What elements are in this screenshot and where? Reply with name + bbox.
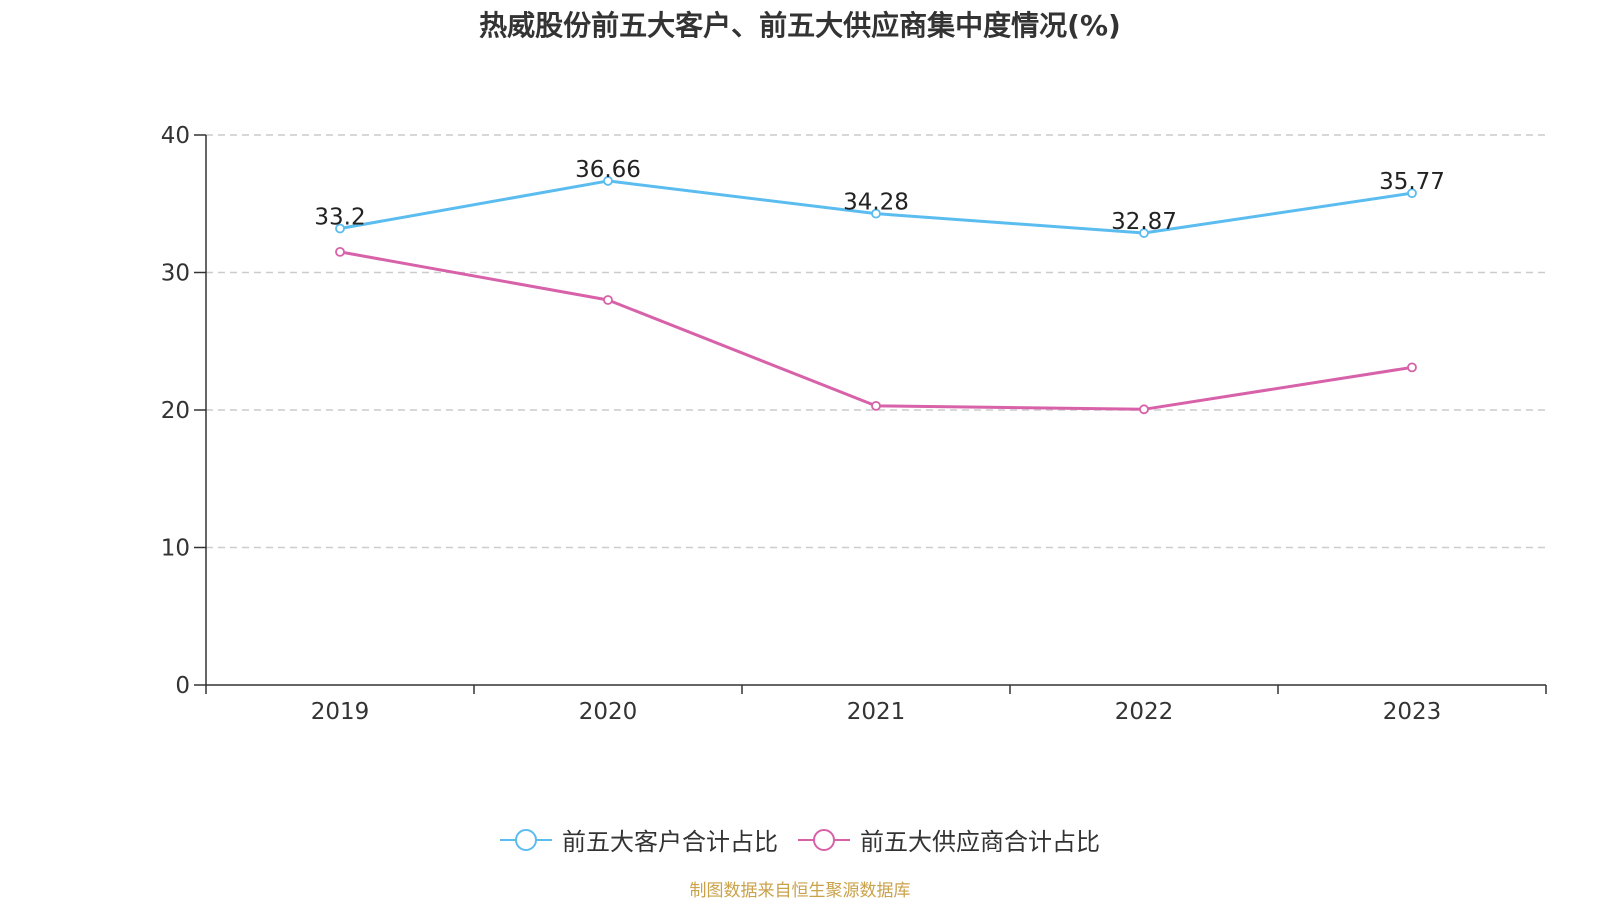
data-point-s1-2019 [335, 223, 345, 234]
data-point-s2-2023 [1407, 362, 1417, 373]
x-tick-label-2019: 2019 [311, 699, 370, 725]
legend-label-suppliers: 前五大供应商合计占比 [860, 828, 1100, 856]
data-label-layer: 33.2 36.66 34.28 32.87 35.77 [314, 157, 1445, 235]
legend: 前五大客户合计占比 前五大供应商合计占比 [0, 822, 1600, 857]
data-point-s1-2020 [603, 176, 613, 186]
y-tick-label-10: 10 [161, 536, 190, 562]
y-tick-label-20: 20 [161, 398, 190, 424]
x-tick-label-2020: 2020 [579, 699, 638, 725]
legend-marker-customers-icon [500, 828, 552, 851]
x-tick-label-2023: 2023 [1383, 699, 1442, 725]
axis-layer: 0 10 20 30 40 2019 2020 2021 2022 2023 [161, 123, 1547, 725]
series-layer [335, 176, 1417, 415]
x-tick-label-2021: 2021 [847, 699, 906, 725]
source-note: 制图数据来自恒生聚源数据库 [689, 881, 911, 901]
series-line-2 [339, 250, 1413, 411]
data-label-s1-2020: 36.66 [575, 157, 641, 183]
data-label-s1-2021: 34.28 [843, 190, 909, 216]
data-point-s1-2022 [1139, 228, 1149, 238]
data-point-s1-2021 [871, 208, 881, 219]
grid-layer [206, 134, 1546, 549]
data-label-s1-2019: 33.2 [314, 205, 365, 231]
data-point-s2-2020 [603, 295, 613, 305]
legend-item-suppliers[interactable]: 前五大供应商合计占比 [798, 822, 1100, 857]
y-tick-label-30: 30 [161, 261, 190, 287]
data-label-s1-2023: 35.77 [1379, 169, 1445, 195]
y-tick-label-40: 40 [161, 123, 190, 149]
y-tick-label-0: 0 [175, 673, 190, 699]
data-point-s2-2019 [335, 246, 345, 257]
x-tick-label-2022: 2022 [1115, 699, 1174, 725]
data-point-s2-2022 [1139, 404, 1149, 415]
chart-title: 热威股份前五大客户、前五大供应商集中度情况(%) [479, 9, 1121, 42]
data-point-s2-2021 [871, 400, 881, 411]
legend-label-customers: 前五大客户合计占比 [562, 828, 778, 856]
legend-item-customers[interactable]: 前五大客户合计占比 [500, 822, 778, 857]
legend-marker-suppliers-icon [798, 828, 850, 851]
data-point-s1-2023 [1407, 188, 1417, 199]
data-label-s1-2022: 32.87 [1111, 209, 1177, 235]
